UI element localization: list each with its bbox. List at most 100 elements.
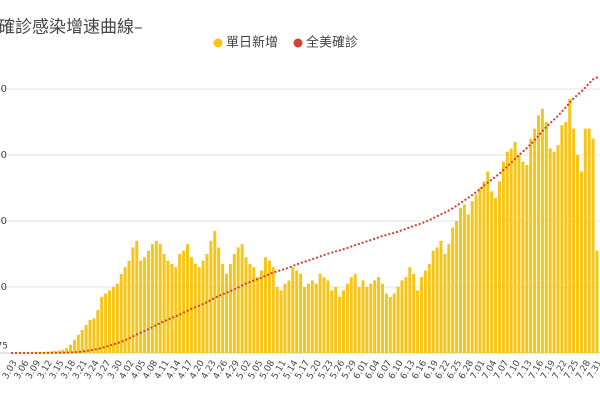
line xyxy=(10,76,599,355)
bar xyxy=(494,197,498,353)
bar xyxy=(447,244,451,353)
y-tick-label: 0 xyxy=(1,282,7,293)
bar xyxy=(310,280,314,353)
bar xyxy=(525,164,529,353)
bar xyxy=(178,254,182,353)
bar xyxy=(193,263,197,353)
bar xyxy=(76,334,80,353)
bar xyxy=(365,287,369,353)
bar xyxy=(306,283,310,353)
legend-label: 全美確診 xyxy=(306,35,358,51)
bar xyxy=(57,350,61,353)
bar xyxy=(404,277,408,353)
bar xyxy=(318,273,322,353)
bar xyxy=(131,247,135,353)
bar xyxy=(72,339,76,353)
bar xyxy=(228,263,232,353)
bar xyxy=(579,171,583,353)
bar xyxy=(299,273,303,353)
bar xyxy=(431,250,435,353)
bar xyxy=(439,240,443,353)
bar xyxy=(412,273,416,353)
bar xyxy=(236,247,240,353)
bar xyxy=(505,151,509,353)
bar xyxy=(361,280,365,353)
bar xyxy=(186,244,189,353)
bar xyxy=(396,287,400,353)
bar xyxy=(451,227,455,353)
bar xyxy=(104,293,108,353)
legend-dot xyxy=(213,38,223,48)
bar xyxy=(111,287,115,353)
bar xyxy=(119,273,123,353)
bar xyxy=(123,267,127,353)
bar xyxy=(462,204,466,353)
bar xyxy=(591,138,595,353)
bar xyxy=(264,257,267,353)
bar xyxy=(150,244,154,353)
bar xyxy=(139,260,143,353)
bar xyxy=(170,263,174,353)
bar xyxy=(552,151,556,353)
bar xyxy=(213,230,217,353)
bar xyxy=(248,263,252,353)
bar xyxy=(498,181,501,353)
bar xyxy=(548,148,552,353)
bar xyxy=(517,155,521,353)
bar xyxy=(61,349,65,353)
bar xyxy=(84,324,88,353)
bar xyxy=(423,270,427,353)
bar xyxy=(295,270,299,353)
bar xyxy=(349,277,353,353)
bar xyxy=(408,267,412,353)
bar xyxy=(80,329,84,353)
bar xyxy=(108,290,111,353)
bar xyxy=(92,318,96,353)
bar xyxy=(478,188,482,353)
bar xyxy=(166,260,170,353)
bar xyxy=(420,277,423,353)
bar xyxy=(334,287,338,353)
bar xyxy=(443,254,447,353)
bar xyxy=(529,138,533,353)
bar xyxy=(326,280,330,353)
bar xyxy=(342,290,345,353)
bar xyxy=(69,344,72,353)
bar xyxy=(560,125,564,353)
bar xyxy=(100,296,104,353)
bar xyxy=(147,250,150,353)
bar xyxy=(540,108,544,353)
bar xyxy=(416,290,420,353)
bar xyxy=(225,273,228,353)
bar xyxy=(345,283,349,353)
y-tick-label: 0 xyxy=(1,84,7,95)
bar xyxy=(400,280,404,353)
bar xyxy=(244,257,248,353)
bar xyxy=(474,194,478,353)
bar xyxy=(49,351,53,353)
bar xyxy=(158,244,162,353)
bar xyxy=(287,280,291,353)
bar xyxy=(501,161,505,353)
bar xyxy=(509,148,513,353)
bar xyxy=(96,310,100,353)
y-tick-label: 0 xyxy=(1,216,7,227)
bar xyxy=(330,290,334,353)
bar xyxy=(435,247,439,353)
bar xyxy=(240,244,244,353)
bar xyxy=(154,240,158,353)
bar xyxy=(357,287,361,353)
chart-title: 確診感染增速曲線– xyxy=(0,18,143,38)
bar xyxy=(595,250,599,353)
legend-label: 單日新增 xyxy=(226,35,278,51)
bar xyxy=(587,128,591,353)
bar xyxy=(533,128,537,353)
bar xyxy=(303,287,306,353)
y-tick-label: 0 xyxy=(1,150,7,161)
bar xyxy=(135,240,139,353)
bar xyxy=(271,267,275,353)
bar xyxy=(322,277,326,353)
bar xyxy=(373,280,377,353)
bar xyxy=(388,296,392,353)
